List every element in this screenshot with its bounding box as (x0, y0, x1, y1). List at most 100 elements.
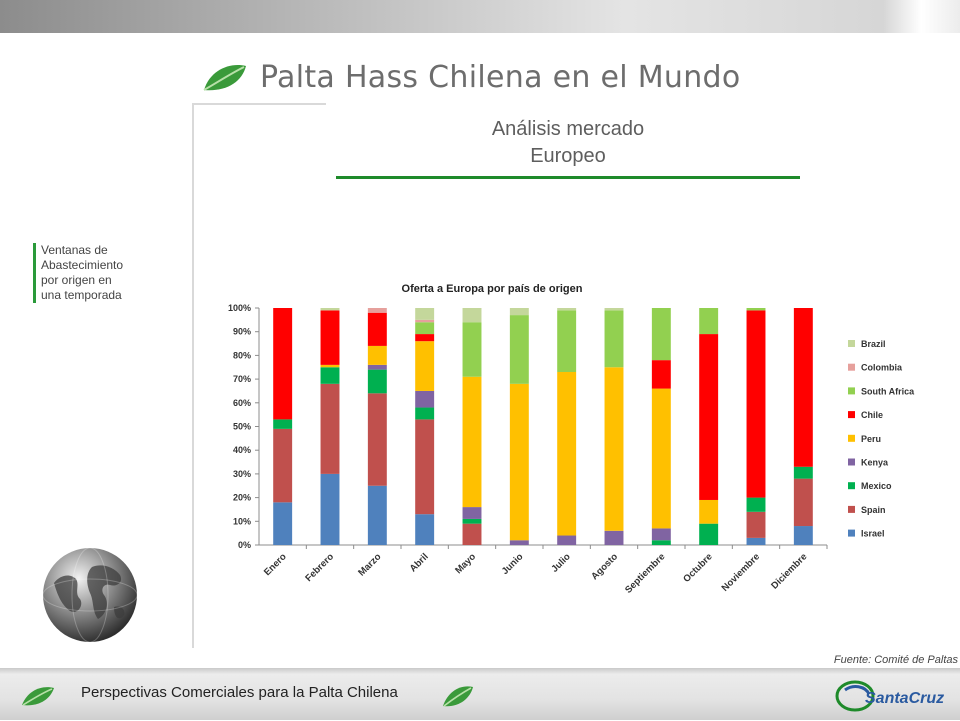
y-tick-label: 60% (233, 398, 251, 408)
legend-swatch (848, 482, 855, 490)
frame-divider-vertical (192, 103, 194, 648)
footer-title: Perspectivas Comerciales para la Palta C… (81, 684, 398, 701)
bar-segment (509, 315, 529, 384)
bar-segment (273, 428, 293, 503)
legend-swatch (848, 387, 855, 395)
bar-segment (415, 341, 435, 391)
bar-segment (604, 530, 624, 545)
x-tick-label: Septiembre (623, 551, 667, 595)
footer-leaf-left-icon (20, 684, 56, 713)
bar-segment (557, 371, 577, 536)
x-tick-label: Julio (549, 551, 573, 575)
y-tick-label: 20% (233, 493, 251, 503)
legend-label: Colombia (861, 363, 903, 373)
legend-swatch (848, 458, 855, 466)
bar-segment (367, 369, 387, 394)
legend-label: Chile (861, 410, 883, 420)
x-tick-label: Noviembre (720, 551, 763, 594)
y-tick-label: 10% (233, 516, 251, 526)
chart-title: Oferta a Europa por país de origen (402, 283, 583, 295)
subtitle-line-2: Europeo (530, 145, 606, 167)
y-tick-label: 100% (228, 303, 251, 313)
bar-segment (320, 367, 340, 384)
x-tick-label: Abril (408, 551, 431, 574)
legend-label: South Africa (861, 386, 915, 396)
bar-segment (699, 523, 719, 545)
bar-segment (367, 485, 387, 545)
bar-segment (320, 473, 340, 545)
x-tick-label: Marzo (356, 551, 383, 578)
bar-segment (273, 502, 293, 545)
legend-label: Mexico (861, 481, 892, 491)
y-tick-label: 70% (233, 374, 251, 384)
bar-segment (651, 308, 671, 361)
bar-segment (462, 376, 482, 508)
legend-swatch (848, 529, 855, 537)
brand-logo: SantaCruz (835, 676, 947, 716)
bar-segment (557, 310, 577, 372)
bar-segment (746, 310, 766, 498)
x-tick-label: Junio (500, 551, 526, 577)
bar-segment (699, 499, 719, 524)
source-note: Fuente: Comité de Paltas (833, 654, 958, 666)
bar-segment (415, 308, 435, 320)
legend-label: Spain (861, 505, 886, 515)
bar-segment (746, 497, 766, 512)
stacked-bar-chart: Oferta a Europa por país de origen 0% 10%… (228, 283, 915, 596)
bottom-banner (0, 668, 960, 720)
bar-segment (367, 345, 387, 365)
legend-label: Israel (861, 529, 885, 539)
bar-segment (367, 308, 387, 313)
top-banner (0, 0, 960, 33)
x-tick-label: Febrero (303, 551, 336, 584)
bar-segment (415, 514, 435, 545)
slide-title: Palta Hass Chilena en el Mundo (260, 59, 741, 95)
bar-segment (651, 528, 671, 541)
legend-label: Kenya (861, 458, 889, 468)
legend-label: Brazil (861, 339, 886, 349)
globe-icon (40, 545, 140, 645)
avocado-leaf-icon (203, 65, 246, 91)
bar-segment (509, 308, 529, 316)
bar-segment (462, 523, 482, 545)
bar-segment (273, 419, 293, 429)
bar-segment (699, 334, 719, 500)
bar-segment (415, 334, 435, 342)
bar-segment (509, 383, 529, 541)
brand-name: SantaCruz (865, 690, 944, 707)
bar-segment (604, 310, 624, 368)
bar-segment (604, 308, 624, 311)
bar-segment (462, 322, 482, 377)
bar-segment (415, 407, 435, 420)
bar-segment (793, 478, 813, 527)
title-row: Palta Hass Chilena en el Mundo (200, 52, 741, 102)
legend-swatch (848, 411, 855, 419)
legend-label: Peru (861, 434, 881, 444)
section-subtitle: Análisis mercado Europeo (336, 116, 800, 170)
bar-segment (367, 312, 387, 346)
bar-segment (462, 507, 482, 519)
x-tick-label: Octubre (681, 551, 715, 585)
legend-swatch (848, 340, 855, 347)
legend-swatch (848, 505, 855, 513)
bar-segment (320, 310, 340, 365)
subtitle-line-1: Análisis mercado (491, 118, 645, 140)
bar-segment (415, 390, 435, 408)
bar-segment (793, 466, 813, 479)
bar-segment (367, 364, 387, 370)
bar-segment (415, 419, 435, 515)
y-tick-label: 80% (233, 350, 251, 360)
y-tick-label: 0% (238, 540, 251, 550)
bar-segment (320, 383, 340, 474)
bar-segment (273, 308, 293, 420)
y-tick-label: 30% (233, 469, 251, 479)
x-tick-label: Enero (262, 551, 289, 578)
bar-segment (367, 393, 387, 486)
bar-segment (793, 308, 813, 467)
subtitle-underline (336, 176, 800, 179)
y-tick-label: 90% (233, 327, 251, 337)
bar-segment (651, 360, 671, 389)
bar-segment (746, 308, 766, 311)
legend-swatch (848, 363, 855, 371)
bar-segment (320, 364, 340, 368)
